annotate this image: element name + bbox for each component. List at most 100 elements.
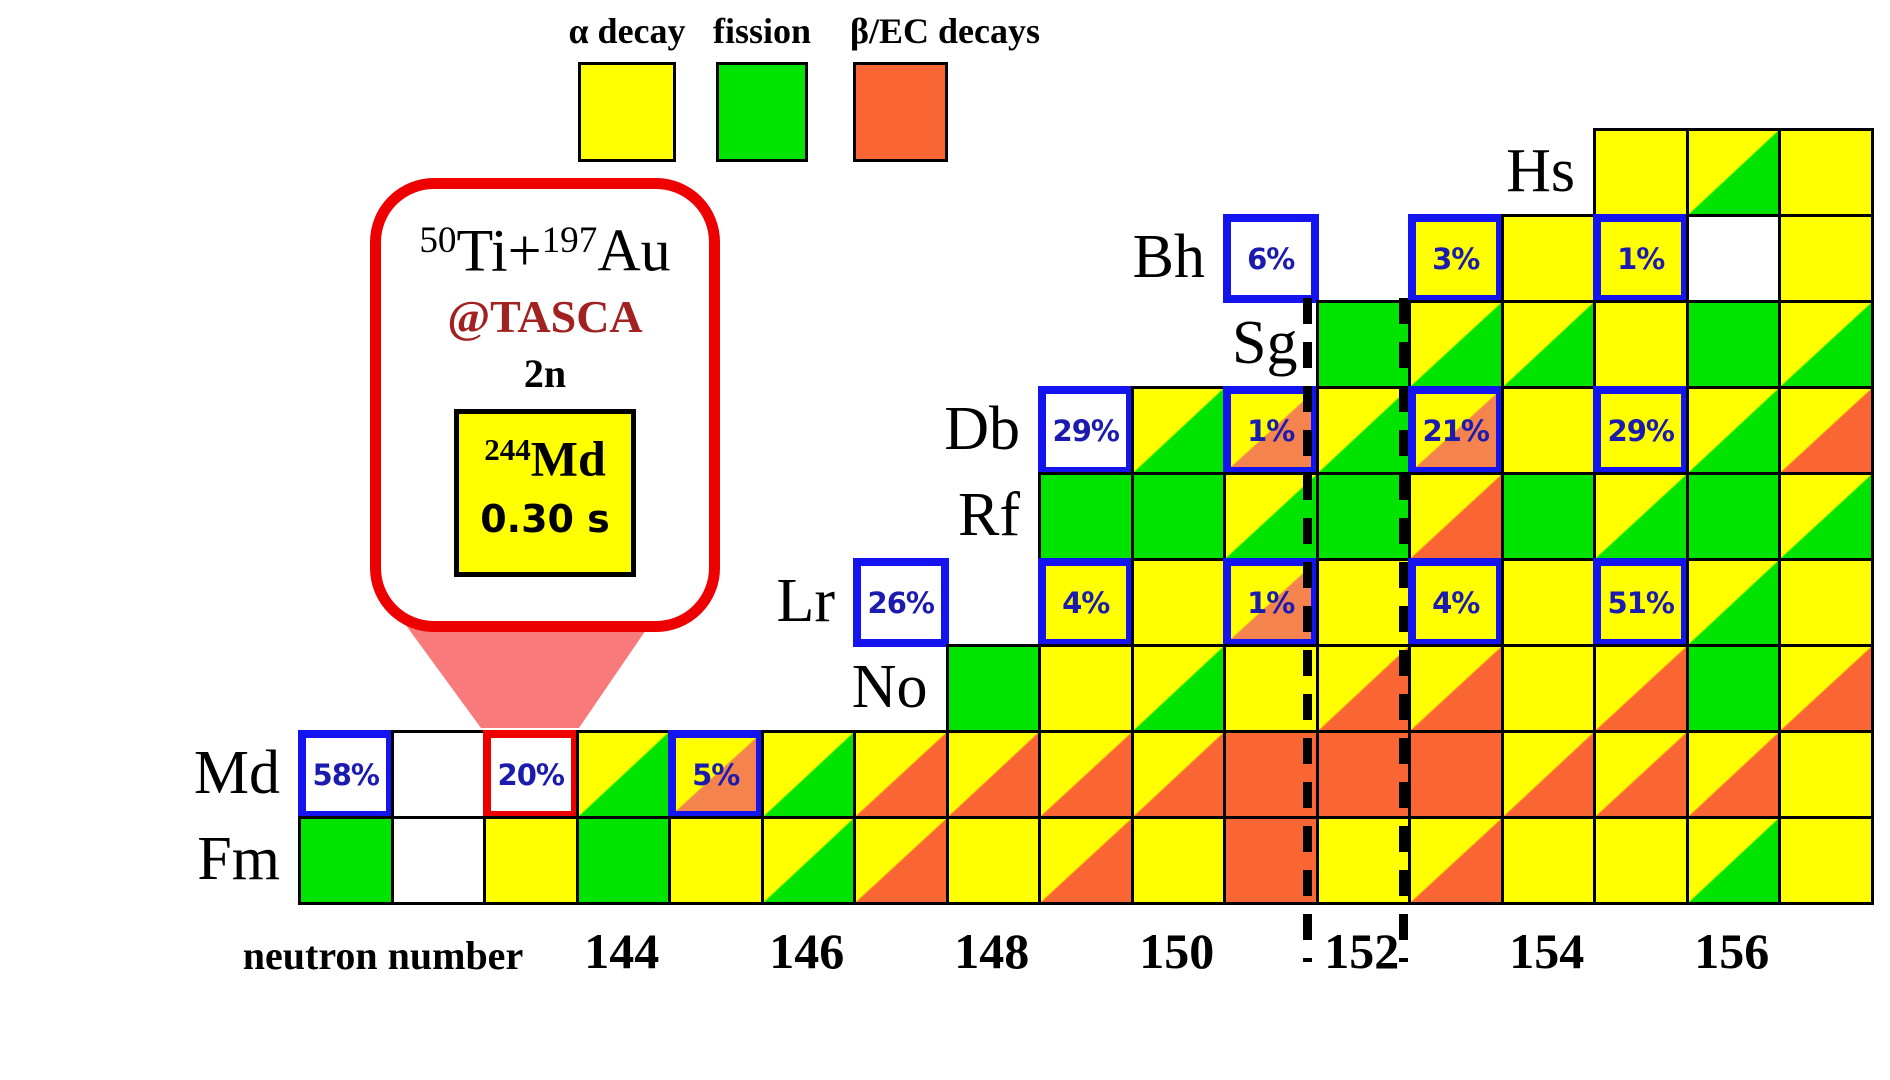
cell-Db-152 <box>1315 386 1411 475</box>
cell-Fm-142 <box>390 816 486 905</box>
product-nuclide-label: 244Md <box>484 430 606 487</box>
row-label-Db: Db <box>944 394 1020 463</box>
cell-Fm-154 <box>1500 816 1596 905</box>
cell-Fm-152 <box>1315 816 1411 905</box>
cell-Lr-150 <box>1130 558 1226 647</box>
cell-Bh-157 <box>1778 214 1874 303</box>
shell-gap-dashed-line-right <box>1399 298 1408 962</box>
cell-Rf-155 <box>1593 472 1689 561</box>
cell-Fm-156 <box>1685 816 1781 905</box>
cell-Lr-156 <box>1685 558 1781 647</box>
cell-Md-154 <box>1500 730 1596 819</box>
branching-ratio-label: 58% <box>312 757 380 792</box>
cell-No-150 <box>1130 644 1226 733</box>
cell-Md-144 <box>575 730 671 819</box>
cell-No-152 <box>1315 644 1411 733</box>
cell-Db-149: 29% <box>1038 386 1134 475</box>
cell-Lr-149: 4% <box>1038 558 1134 647</box>
cell-Md-145: 5% <box>668 730 764 819</box>
cell-Md-157 <box>1778 730 1874 819</box>
x-tick-152: 152 <box>1324 923 1400 979</box>
cell-Md-143: 20% <box>483 730 579 819</box>
cell-Db-157 <box>1778 386 1874 475</box>
legend-swatch-fission-icon <box>716 62 808 162</box>
cell-Rf-157 <box>1778 472 1874 561</box>
legend-label-fission: fission <box>712 11 812 51</box>
cell-Bh-156 <box>1685 214 1781 303</box>
legend-label-beta: β/EC decays <box>850 11 1040 51</box>
branching-ratio-label: 4% <box>1062 585 1110 620</box>
cell-Sg-153 <box>1408 300 1504 389</box>
cell-Fm-148 <box>945 816 1041 905</box>
x-axis-title: neutron number <box>242 933 524 978</box>
branching-ratio-label: 4% <box>1432 585 1480 620</box>
branching-ratio-label: 26% <box>867 585 935 620</box>
half-life-label: 0.30 s <box>480 497 610 542</box>
cell-Md-150 <box>1130 730 1226 819</box>
legend-swatch-alpha-icon <box>578 62 676 162</box>
cell-Hs-157 <box>1778 128 1874 217</box>
cell-Lr-155: 51% <box>1593 558 1689 647</box>
cell-Lr-147: 26% <box>853 558 949 647</box>
cell-No-148 <box>945 644 1041 733</box>
cell-Sg-155 <box>1593 300 1689 389</box>
cell-Rf-152 <box>1315 472 1411 561</box>
x-tick-146: 146 <box>769 923 845 979</box>
cell-Md-147 <box>853 730 949 819</box>
cell-Md-156 <box>1685 730 1781 819</box>
cell-Md-149 <box>1038 730 1134 819</box>
cell-Db-151: 1% <box>1223 386 1319 475</box>
cell-Bh-154 <box>1500 214 1596 303</box>
row-label-Rf: Rf <box>958 480 1020 549</box>
row-label-Bh: Bh <box>1132 222 1205 291</box>
row-label-Lr: Lr <box>776 566 835 635</box>
branching-ratio-label: 5% <box>692 757 740 792</box>
cell-No-157 <box>1778 644 1874 733</box>
cell-No-153 <box>1408 644 1504 733</box>
row-label-Md: Md <box>193 738 280 807</box>
cell-Lr-153: 4% <box>1408 558 1504 647</box>
cell-Bh-151: 6% <box>1223 214 1319 303</box>
cell-Rf-153 <box>1408 472 1504 561</box>
cell-Fm-151 <box>1223 816 1319 905</box>
branching-ratio-label: 20% <box>497 757 565 792</box>
cell-Hs-156 <box>1685 128 1781 217</box>
legend-label-alpha: α decay <box>568 11 686 51</box>
cell-Fm-144 <box>575 816 671 905</box>
cell-Lr-154 <box>1500 558 1596 647</box>
cell-No-154 <box>1500 644 1596 733</box>
branching-ratio-label: 1% <box>1247 413 1295 448</box>
cell-Fm-155 <box>1593 816 1689 905</box>
row-label-Fm: Fm <box>197 824 280 893</box>
branching-ratio-label: 29% <box>1052 413 1120 448</box>
branching-ratio-label: 6% <box>1247 241 1295 276</box>
cell-Md-141: 58% <box>298 730 394 819</box>
x-tick-148: 148 <box>954 923 1030 979</box>
cell-Fm-150 <box>1130 816 1226 905</box>
row-label-Sg: Sg <box>1232 308 1298 377</box>
reaction-callout: 50Ti+197Au @TASCA 2n 244Md 0.30 s <box>370 178 720 632</box>
row-label-No: No <box>851 652 928 721</box>
cell-Lr-152 <box>1315 558 1411 647</box>
branching-ratio-label: 51% <box>1607 585 1675 620</box>
cell-No-156 <box>1685 644 1781 733</box>
branching-ratio-label: 21% <box>1422 413 1490 448</box>
cell-Md-146 <box>760 730 856 819</box>
cell-Md-142 <box>390 730 486 819</box>
cell-Fm-153 <box>1408 816 1504 905</box>
branching-ratio-label: 1% <box>1247 585 1295 620</box>
cell-Bh-153: 3% <box>1408 214 1504 303</box>
cell-Rf-149 <box>1038 472 1134 561</box>
branching-ratio-label: 29% <box>1607 413 1675 448</box>
cell-Fm-145 <box>668 816 764 905</box>
cell-Md-148 <box>945 730 1041 819</box>
cell-Db-156 <box>1685 386 1781 475</box>
branching-ratio-label: 1% <box>1617 241 1665 276</box>
x-tick-144: 144 <box>584 923 660 979</box>
shell-gap-dashed-line-left <box>1303 298 1312 962</box>
cell-Sg-156 <box>1685 300 1781 389</box>
cell-Md-152 <box>1315 730 1411 819</box>
cell-Db-155: 29% <box>1593 386 1689 475</box>
cell-No-155 <box>1593 644 1689 733</box>
cell-Rf-156 <box>1685 472 1781 561</box>
